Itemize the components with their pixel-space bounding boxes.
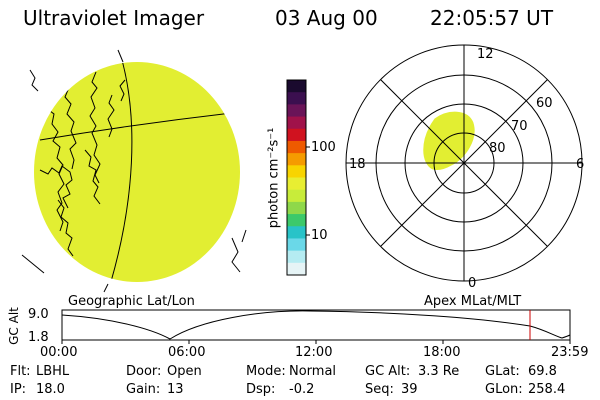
- colorbar-segment: [287, 177, 306, 191]
- door-label: Door:: [126, 364, 162, 379]
- glon-value: 258.4: [528, 382, 566, 397]
- left-map-label: Geographic Lat/Lon: [68, 294, 195, 309]
- polar-plot: [345, 44, 583, 282]
- earth-disk: [34, 62, 240, 282]
- dsp-value: -0.2: [289, 382, 315, 397]
- colorbar-segment: [287, 238, 306, 252]
- latitude-line: [39, 111, 240, 141]
- glat-value: 69.8: [528, 364, 557, 379]
- coastline: [231, 237, 241, 273]
- colorbar-segment: [287, 201, 306, 215]
- left-map: [21, 49, 247, 293]
- altitude-y-tick: 1.8: [28, 330, 49, 345]
- polar-plot-label: Apex MLat/MLT: [424, 294, 522, 309]
- colorbar-label: photon cm⁻²s⁻¹: [266, 127, 282, 229]
- colorbar-segment: [287, 116, 306, 130]
- coastline: [29, 69, 39, 92]
- coastline: [57, 199, 74, 257]
- colorbar-segment: [287, 153, 306, 166]
- auroral-oval: [421, 110, 477, 172]
- ip-value: 18.0: [36, 382, 65, 397]
- altitude-y-tick: 9.0: [28, 307, 49, 322]
- mode-value: Normal: [289, 364, 337, 379]
- meridian-line: [103, 283, 109, 293]
- coastline: [89, 71, 101, 184]
- colorbar-segment: [287, 250, 306, 264]
- altitude-x-tick: 00:00: [40, 345, 78, 360]
- ip-label: IP:: [10, 382, 27, 397]
- altitude-y-label: GC Alt: [7, 307, 21, 345]
- coastline: [39, 165, 73, 209]
- glat-label: GLat:: [485, 364, 520, 379]
- coastline: [119, 79, 126, 102]
- mlt-label-right: 6: [576, 157, 585, 172]
- mlt-label-bottom: 0: [468, 276, 477, 291]
- mode-label: Mode:: [246, 364, 286, 379]
- gc-alt-value: 3.3 Re: [418, 364, 460, 379]
- mlt-label-top: 12: [477, 47, 494, 62]
- coastline: [43, 89, 65, 232]
- seq-label: Seq:: [365, 382, 394, 397]
- altitude-x-tick: 23:59: [551, 345, 589, 360]
- colorbar-frame: [286, 79, 307, 276]
- lat-label: 80: [489, 141, 506, 156]
- flt-value: LBHL: [36, 364, 70, 379]
- coastline: [21, 254, 45, 274]
- altitude-x-tick: 18:00: [423, 345, 461, 360]
- flt-label: Flt:: [10, 364, 31, 379]
- colorbar-segment: [287, 104, 306, 118]
- gain-value: 13: [167, 382, 184, 397]
- altitude-x-tick: 06:00: [168, 345, 206, 360]
- header-date: 03 Aug 00: [275, 6, 378, 30]
- colorbar: [286, 79, 310, 276]
- meridian-line: [109, 62, 133, 282]
- seq-value: 39: [401, 382, 418, 397]
- glon-label: GLon:: [485, 382, 523, 397]
- colorbar-segment: [287, 165, 306, 178]
- colorbar-segment: [287, 80, 306, 93]
- coastline: [241, 229, 247, 243]
- mlt-label-left: 18: [349, 157, 366, 172]
- colorbar-segment: [287, 140, 306, 154]
- colorbar-segment: [287, 226, 306, 239]
- colorbar-segment: [287, 189, 306, 203]
- coastline: [64, 84, 77, 170]
- meridian-line: [117, 49, 124, 63]
- colorbar-segment: [287, 214, 306, 227]
- colorbar-tick-label: 10: [311, 228, 328, 243]
- coastline: [84, 149, 101, 205]
- colorbar-tick-label: 100: [311, 140, 336, 155]
- colorbar-segment: [287, 262, 306, 276]
- gc-alt-label: GC Alt:: [365, 364, 411, 379]
- dsp-label: Dsp:: [246, 382, 276, 397]
- gain-label: Gain:: [126, 382, 161, 397]
- door-value: Open: [167, 364, 202, 379]
- altitude-curve: [61, 310, 571, 340]
- coastline: [107, 94, 115, 138]
- lat-label: 70: [511, 119, 528, 134]
- altitude-x-tick: 12:00: [295, 345, 333, 360]
- colorbar-segment: [287, 92, 306, 105]
- header-title: Ultraviolet Imager: [23, 6, 205, 30]
- altitude-frame: [61, 309, 571, 341]
- lat-label: 60: [536, 96, 553, 111]
- polar-axis: [380, 79, 548, 247]
- altitude-plot: [61, 309, 571, 344]
- colorbar-segment: [287, 128, 306, 142]
- header-time: 22:05:57 UT: [430, 6, 554, 30]
